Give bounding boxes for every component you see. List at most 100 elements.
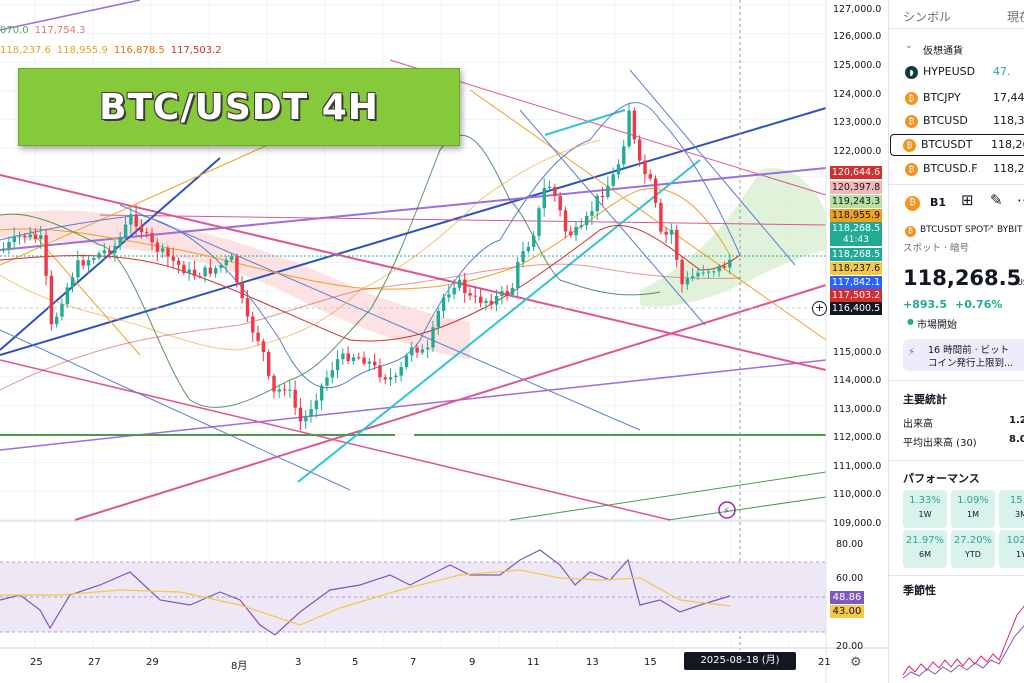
candle [595,195,599,212]
candle [500,291,504,296]
candle [2,248,6,250]
candle [55,316,59,325]
candle [108,250,112,254]
chart-canvas[interactable]: ⚡ [0,0,888,683]
candle [346,353,350,362]
candle [574,226,578,236]
performance-tile-1m[interactable]: 1.09% 1M [951,490,995,528]
candle [12,236,16,242]
alert-icon[interactable] [718,501,736,519]
watchlist-section-label[interactable]: 仮想通貨 [923,46,963,57]
candle [203,267,207,277]
rsi-ma-value-label: 43.00 [830,605,864,618]
edit-icon[interactable]: ✎ [990,191,1003,209]
candle [229,256,234,261]
candle [600,195,605,198]
watchlist-row-btcusd-f[interactable]: ₿ BTCUSD.F 118,25 [893,159,1024,181]
performance-tile-6m[interactable]: 21.97% 6M [903,530,947,568]
bar-countdown: 41:43 [830,234,882,246]
seasonality-chart [902,605,1024,679]
price-marker-label: 119,243.3 [830,195,882,208]
candle [622,146,626,165]
candle [261,341,266,353]
candle [7,241,11,249]
candle [367,361,372,364]
watchlist-header-price[interactable]: 現在 [1007,10,1024,24]
price-axis-label: 122,000.0 [833,146,882,157]
add-alert-button[interactable]: + [812,301,827,316]
more-icon[interactable]: ⋯ [1017,191,1024,209]
settings-gear-icon[interactable]: ⚙ [850,655,862,670]
candle [410,347,414,356]
time-axis-label: 5 [352,657,359,668]
watchlist-symbol: BTCUSD.F [923,162,978,175]
candle [123,224,128,238]
candle [171,256,175,261]
indicator-legend-2: 118,237.6 118,955.9 116,878.5 117,503.2 [0,45,228,56]
bitcoin-icon: ₿ [905,163,918,176]
candle [489,300,493,305]
news-card[interactable]: ⚡ 16 時間前 · ビット コイン発行上限到... [903,339,1024,371]
price-candles[interactable] [2,102,732,431]
candle [547,186,552,189]
candle [351,357,356,362]
candle [415,347,419,353]
rsi-line [0,549,731,636]
candle [420,349,425,353]
chevron-down-icon[interactable]: ⌄ [905,41,913,51]
candle [701,272,705,274]
candle [176,260,181,265]
candle [304,415,308,422]
external-link-icon[interactable]: ↗ [986,223,995,234]
performance-tile-ytd[interactable]: 27.20% YTD [951,530,995,568]
candle [378,365,382,378]
candle [611,174,615,186]
legend-value: 070.0 [0,25,29,36]
candle [134,214,138,227]
candle [219,265,223,268]
watchlist-row-btcusdt[interactable]: ₿ BTCUSDT 118,26 [890,134,1024,156]
chart-area[interactable]: ⚡ 070.0 117,754.3 118,237.6 118,955.9 116,8… [0,0,888,683]
candle [431,327,435,348]
watchlist-row-btcusd[interactable]: ₿ BTCUSD 118,3 [893,111,1024,133]
candle [463,279,467,294]
rsi-pane[interactable] [0,549,826,636]
time-axis-label: 8月 [231,661,248,672]
candle [680,259,684,285]
candle [240,282,244,299]
trendline-drawings[interactable] [0,0,827,650]
price-marker-label: 118,268.5 [830,222,882,235]
candle [712,271,716,273]
stat-value: 1.2 [1009,415,1024,426]
candle [277,389,281,392]
right-panel[interactable]: シンボル 現在 ⌄ 仮想通貨 ◗ HYPEUSD 47. ₿ BTCJPY 17,449,… [888,0,1024,683]
performance-tile-1w[interactable]: 1.33% 1W [903,490,947,528]
candle [267,352,271,376]
legend-value: 118,955.9 [56,45,108,56]
candle [394,375,398,378]
candle [214,267,218,274]
watchlist-row-btcjpy[interactable]: ₿ BTCJPY 17,449,6 [893,88,1024,110]
lightning-icon: ⚡ [908,347,916,358]
performance-tile-3m[interactable]: 15.0 3M [999,490,1024,528]
performance-period: 1M [967,510,979,519]
performance-tile-1y[interactable]: 102.8 1Y [999,530,1024,568]
symbol-badge: B1 [930,196,947,209]
price-axis-label: 109,000.0 [833,518,882,529]
candle [691,276,695,279]
performance-value: 102.8 [1006,535,1024,546]
watchlist-header-symbol[interactable]: シンボル [903,10,952,24]
instrument-type: スポット · 暗号 [903,243,970,254]
exchange-name[interactable]: BYBIT [997,225,1023,235]
candle [198,275,202,277]
watchlist-price: 17,449,6 [993,91,1024,104]
time-axis-label: 21 [818,657,831,668]
rsi-axis-label: 60.00 [836,573,864,584]
instrument-name[interactable]: BTCUSDT SPOT [920,225,989,235]
watchlist-row-hypeusd[interactable]: ◗ HYPEUSD 47. [893,62,1024,84]
candle [44,235,48,276]
candle [653,178,658,203]
crosshair-date-label: 2025-08-18 (月) 05:00 [684,652,796,683]
price-marker-label: 118,955.9 [830,209,882,222]
grid-icon[interactable]: ⊞ [961,191,974,209]
